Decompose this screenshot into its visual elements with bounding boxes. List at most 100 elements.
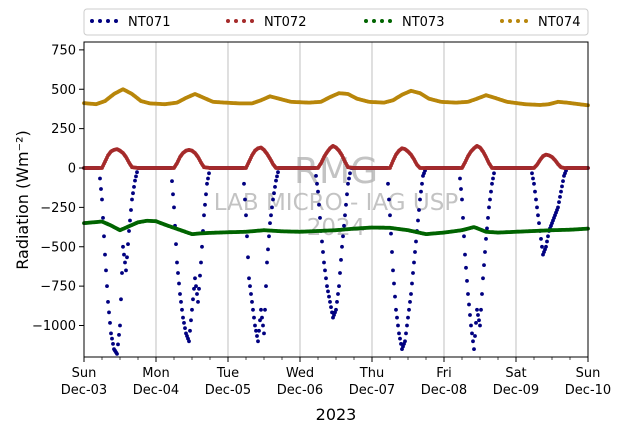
data-point <box>192 286 196 291</box>
data-point <box>182 321 186 325</box>
y-tick-label: −250 <box>40 201 76 216</box>
data-point <box>394 307 398 312</box>
data-point <box>559 189 563 194</box>
data-point <box>345 192 349 197</box>
data-point <box>134 174 138 179</box>
data-point <box>556 205 560 210</box>
data-point <box>411 271 415 275</box>
data-point <box>326 289 330 294</box>
data-point <box>272 191 276 196</box>
legend-marker <box>500 19 504 23</box>
data-point <box>338 271 342 275</box>
y-tick-label: 250 <box>51 122 76 137</box>
data-point <box>255 334 259 338</box>
data-point <box>271 197 275 202</box>
data-point <box>539 237 543 241</box>
data-points <box>82 87 590 356</box>
data-point <box>336 292 340 296</box>
data-point <box>316 189 320 194</box>
x-tick-date: Dec-09 <box>493 383 539 398</box>
grid-lines <box>155 42 517 357</box>
data-point <box>135 170 139 175</box>
data-point <box>263 307 267 312</box>
data-point <box>481 276 485 281</box>
data-point <box>176 271 180 275</box>
data-point <box>407 307 411 312</box>
data-point <box>198 273 202 278</box>
data-point <box>479 307 483 312</box>
data-point <box>251 307 255 312</box>
data-point <box>390 250 394 254</box>
data-point <box>530 171 534 176</box>
data-point <box>250 300 254 304</box>
data-point <box>416 218 420 223</box>
data-point <box>531 176 535 181</box>
data-point <box>262 331 266 336</box>
y-tick-label: 0 <box>68 162 76 177</box>
data-point <box>244 213 248 218</box>
legend-item-NT071: NT071 <box>90 15 170 30</box>
data-point <box>408 300 412 304</box>
data-point <box>546 234 550 239</box>
x-tick-date: Dec-04 <box>133 383 179 398</box>
x-tick-date: Dec-03 <box>61 383 107 398</box>
data-point <box>249 292 253 296</box>
data-point <box>544 244 548 249</box>
data-point <box>133 178 137 183</box>
data-point <box>274 178 278 183</box>
x-tick-weekday: Sat <box>505 366 526 381</box>
legend-marker <box>380 19 384 23</box>
legend-item-NT074: NT074 <box>500 15 580 30</box>
y-axis-ticks: −1000 −750 −500 −250 0 250 500 750 <box>32 43 84 334</box>
data-point <box>191 297 195 302</box>
data-point <box>130 197 134 202</box>
data-point <box>257 328 261 333</box>
data-point <box>346 181 350 186</box>
series-NT072 <box>82 144 590 170</box>
data-point <box>484 237 488 241</box>
watermark-line-1: RMG <box>294 151 378 192</box>
data-point <box>105 284 109 288</box>
data-point <box>178 292 182 296</box>
data-point <box>253 323 257 328</box>
data-point <box>108 321 112 325</box>
data-point <box>103 252 107 257</box>
data-point <box>181 315 185 320</box>
data-point <box>199 260 203 265</box>
x-axis-label: 2023 <box>316 405 357 424</box>
y-tick-label: −500 <box>40 240 76 255</box>
data-point <box>491 176 495 181</box>
legend-item-NT073: NT073 <box>364 15 444 30</box>
x-tick-weekday: Wed <box>286 366 314 381</box>
data-point <box>109 331 113 336</box>
data-point <box>120 271 124 275</box>
data-point <box>132 185 136 189</box>
data-point <box>340 244 344 249</box>
data-point <box>418 197 422 202</box>
data-point <box>254 328 258 333</box>
data-point <box>116 342 120 347</box>
data-point <box>265 260 269 265</box>
data-point <box>334 307 338 312</box>
data-point <box>101 216 105 220</box>
data-point <box>317 202 321 207</box>
data-point <box>328 300 332 304</box>
data-point <box>98 176 102 181</box>
x-tick-date: Dec-10 <box>565 383 611 398</box>
data-point <box>482 263 486 267</box>
data-point <box>480 292 484 296</box>
data-point <box>413 250 417 254</box>
data-point <box>273 185 277 189</box>
legend-marker <box>90 19 94 23</box>
data-point <box>532 181 536 186</box>
data-point <box>478 323 482 328</box>
data-point <box>193 276 197 281</box>
data-point <box>323 268 327 273</box>
data-point <box>466 292 470 296</box>
data-point <box>200 244 204 249</box>
data-point <box>258 318 262 323</box>
data-point <box>464 265 468 270</box>
data-point <box>194 284 198 288</box>
watermark-line-2: LAB MICRO - IAG USP <box>214 190 459 216</box>
